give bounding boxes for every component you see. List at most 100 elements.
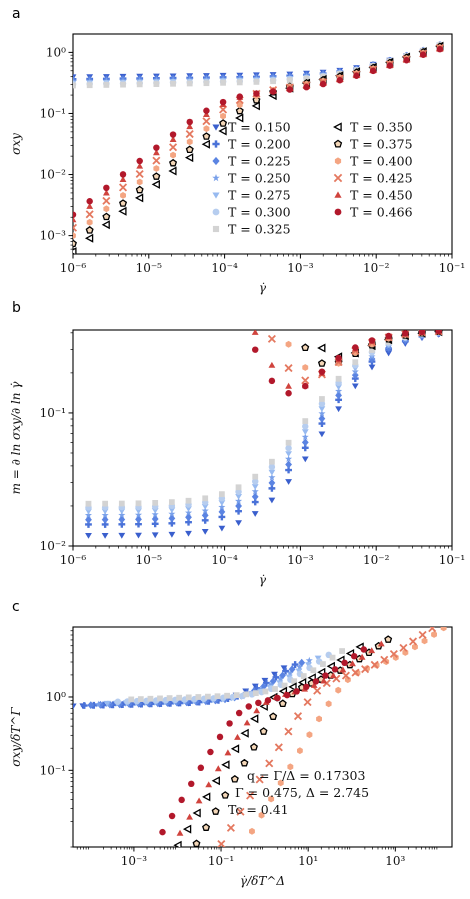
data-point-T0.325 [339, 648, 345, 654]
data-point-T0.425 [418, 630, 427, 639]
data-point-T0.350 [201, 139, 210, 149]
data-point-T0.400 [103, 205, 110, 213]
data-point-T0.350 [168, 166, 177, 176]
data-point-T0.375 [278, 699, 287, 708]
data-point-T0.325 [157, 695, 163, 702]
data-point-T0.325 [270, 78, 277, 85]
data-point-T0.450 [310, 682, 318, 688]
x-tick-label: 10⁻¹ [208, 854, 234, 868]
data-point-T0.150 [85, 533, 92, 539]
data-point-T0.275 [201, 504, 209, 510]
data-point-T0.425 [351, 668, 360, 677]
data-point-T0.325 [102, 500, 109, 507]
data-point-T0.450 [285, 382, 292, 389]
data-point-T0.466 [119, 171, 127, 178]
data-point-T0.375 [202, 823, 211, 831]
data-point-T0.375 [301, 343, 310, 352]
data-point-T0.225 [335, 391, 342, 400]
data-point-T0.325 [176, 694, 183, 701]
data-point-T0.450 [377, 640, 385, 647]
data-point-T0.450 [320, 677, 328, 684]
data-point-T0.225 [118, 515, 126, 524]
data-point-T0.225 [168, 514, 176, 523]
data-point-T0.150 [351, 383, 359, 390]
data-point-T0.150 [151, 532, 159, 539]
data-point-T0.325 [203, 80, 210, 87]
data-point-T0.325 [128, 696, 135, 703]
data-point-T0.375 [73, 239, 77, 248]
data-point-T0.425 [226, 823, 235, 832]
data-point-T0.400 [186, 138, 193, 146]
data-point-T0.450 [368, 647, 376, 654]
x-tick-label: 10⁻³ [287, 261, 314, 275]
data-point-T0.466 [350, 652, 358, 660]
data-point-T0.325 [291, 678, 298, 685]
data-point-T0.150 [201, 529, 209, 535]
data-point-T0.400 [249, 827, 255, 835]
data-point-T0.425 [219, 105, 228, 114]
legend-marker [333, 139, 343, 148]
y-tick-label: 10⁻¹ [40, 406, 66, 420]
data-point-T0.350 [250, 714, 259, 724]
data-point-T0.200 [291, 661, 299, 668]
data-point-T0.250 [84, 511, 92, 519]
data-point-T0.466 [319, 80, 327, 88]
data-point-T0.425 [202, 117, 211, 126]
x-tick-label: 10⁻⁶ [60, 261, 87, 275]
annotation: Tc = 0.41 [228, 802, 289, 817]
data-point-T0.350 [118, 206, 127, 216]
data-point-T0.466 [302, 382, 309, 390]
data-point-T0.200 [268, 484, 276, 492]
data-point-T0.200 [135, 520, 142, 528]
legend-entry: T = 0.200 [228, 137, 291, 152]
data-point-T0.325 [302, 418, 309, 424]
legend-marker [212, 225, 220, 233]
data-point-T0.425 [236, 807, 245, 816]
data-point-T0.400 [236, 101, 243, 109]
data-point-T0.325 [220, 79, 226, 86]
data-point-T0.325 [243, 691, 250, 698]
data-point-T0.400 [335, 686, 342, 694]
data-point-T0.466 [245, 703, 252, 710]
data-point-T0.200 [253, 684, 261, 692]
data-point-T0.225 [368, 355, 376, 363]
data-point-T0.325 [310, 667, 317, 674]
data-point-T0.275 [335, 384, 342, 391]
data-point-T0.325 [218, 491, 225, 498]
data-point-T0.225 [318, 414, 326, 423]
panel-letter-c: c [12, 599, 20, 615]
data-point-T0.250 [134, 511, 143, 518]
data-point-T0.150 [271, 671, 278, 678]
data-point-T0.350 [202, 792, 211, 802]
data-point-T0.225 [135, 515, 142, 524]
data-point-T0.466 [178, 796, 185, 804]
data-point-T0.200 [272, 673, 280, 681]
data-point-T0.150 [135, 532, 142, 539]
data-point-T0.225 [85, 515, 92, 524]
data-point-T0.425 [380, 655, 389, 664]
x-tick-label: 10⁻⁵ [136, 261, 163, 275]
data-point-T0.325 [272, 686, 278, 692]
data-point-T0.425 [428, 627, 437, 633]
data-point-T0.325 [285, 439, 292, 446]
data-point-T0.275 [285, 451, 292, 457]
data-point-T0.350 [184, 153, 194, 163]
data-point-T0.225 [285, 460, 292, 469]
data-point-T0.450 [176, 829, 184, 836]
y-tick-label: 10⁻¹ [40, 763, 66, 777]
data-point-T0.325 [118, 500, 125, 507]
data-point-T0.225 [279, 671, 286, 680]
data-point-T0.325 [235, 484, 242, 491]
y-tick-label: 10⁰ [46, 690, 66, 704]
x-tick-label: 10³ [385, 854, 405, 868]
data-point-T0.225 [87, 701, 95, 709]
data-point-T0.250 [151, 510, 159, 518]
data-point-T0.300 [114, 698, 122, 705]
data-point-T0.275 [168, 507, 176, 514]
data-point-T0.225 [301, 438, 309, 447]
x-tick-label: 10⁻⁶ [60, 553, 87, 567]
legend-entry: T = 0.325 [228, 222, 291, 237]
y-axis-label: σxy [9, 133, 23, 155]
data-point-T0.466 [153, 144, 160, 151]
x-axis-label: γ̇ [259, 281, 267, 295]
